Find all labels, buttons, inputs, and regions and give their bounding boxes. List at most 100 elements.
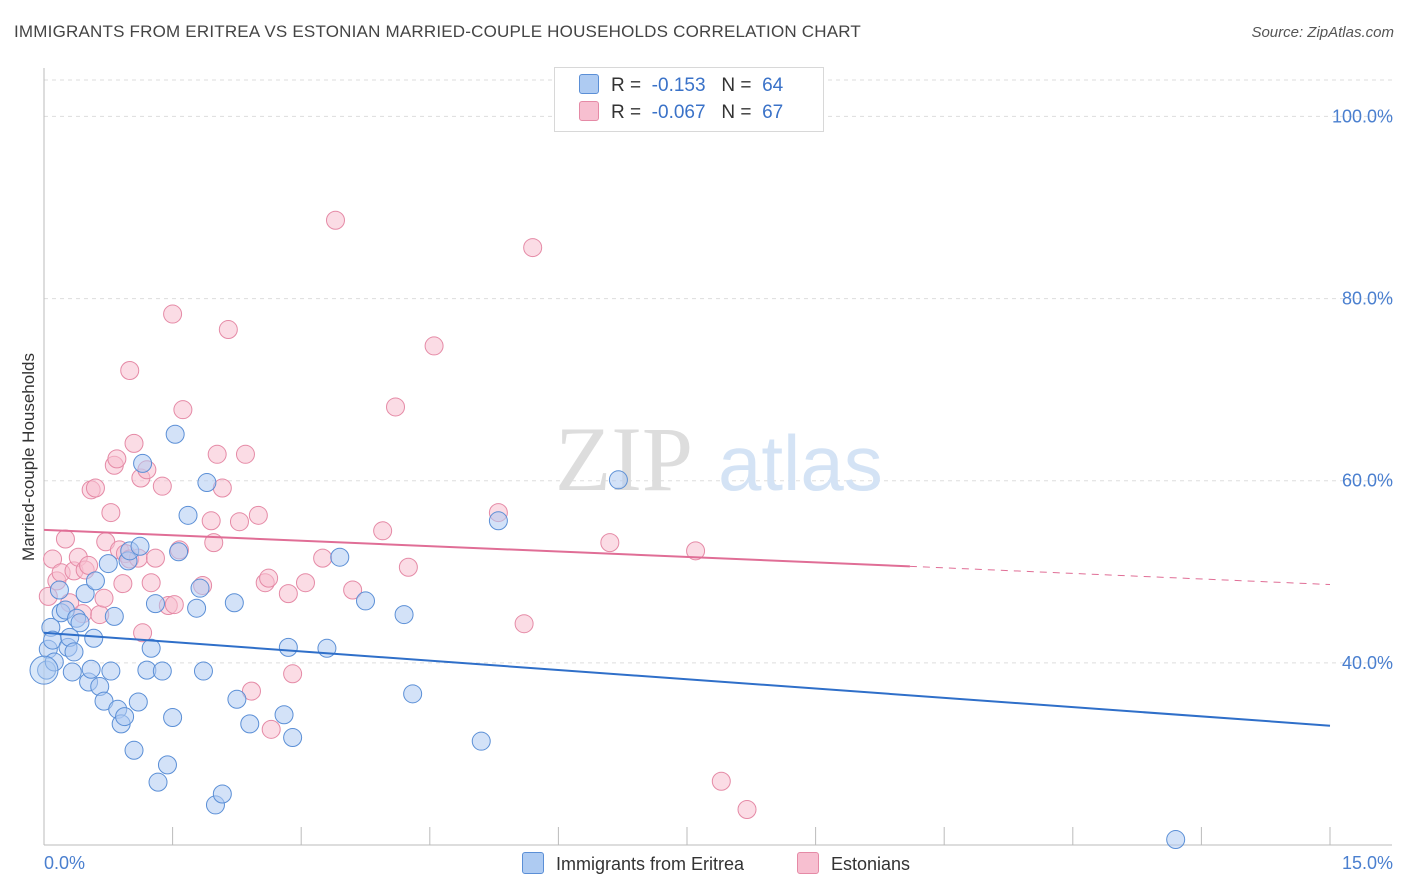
data-point-eritrea	[141, 638, 161, 658]
data-point-eritrea	[75, 584, 95, 604]
data-point-eritrea	[178, 505, 198, 525]
data-point-eritrea	[212, 784, 232, 804]
series-estonians-points	[38, 210, 757, 819]
y-tick-label: 40.0%	[1342, 653, 1393, 673]
data-point-eritrea	[471, 731, 491, 751]
data-point-eritrea	[608, 470, 628, 490]
data-point-estonians	[295, 573, 315, 593]
data-point-eritrea	[197, 473, 217, 493]
data-point-eritrea	[84, 628, 104, 648]
bottom-legend-eritrea: Immigrants from Eritrea	[522, 852, 744, 875]
data-point-estonians	[145, 548, 165, 568]
data-point-eritrea	[115, 707, 135, 727]
data-point-estonians	[261, 719, 281, 739]
data-point-estonians	[152, 476, 172, 496]
data-point-estonians	[120, 361, 140, 381]
bottom-legend-estonians: Estonians	[797, 852, 910, 875]
data-point-eritrea	[330, 547, 350, 567]
x-tick-label: 15.0%	[1342, 853, 1393, 873]
data-point-eritrea	[128, 692, 148, 712]
data-point-estonians	[141, 573, 161, 593]
data-point-estonians	[600, 533, 620, 553]
data-point-eritrea	[224, 593, 244, 613]
data-point-eritrea	[133, 453, 153, 473]
legend-r-value: -0.153	[651, 75, 706, 96]
data-point-estonians	[207, 444, 227, 464]
data-point-eritrea	[157, 755, 177, 775]
trend-line-eritrea	[43, 631, 1331, 727]
data-point-estonians	[218, 320, 238, 340]
legend-row-eritrea: R = -0.153 N = 64	[579, 74, 783, 98]
data-point-eritrea	[169, 542, 189, 562]
data-point-eritrea	[145, 594, 165, 614]
data-point-estonians	[55, 529, 75, 549]
data-point-estonians	[737, 799, 757, 819]
watermark-atlas: atlas	[718, 419, 883, 507]
data-point-estonians	[164, 595, 184, 615]
data-point-estonians	[229, 512, 249, 532]
legend-row-estonians: R = -0.067 N = 67	[579, 101, 783, 125]
data-point-estonians	[163, 304, 183, 324]
data-point-estonians	[424, 336, 444, 356]
data-point-estonians	[201, 511, 221, 531]
data-point-eritrea	[240, 714, 260, 734]
data-point-estonians	[173, 400, 193, 420]
data-point-eritrea	[190, 578, 210, 598]
y-tick-label: 100.0%	[1332, 106, 1393, 126]
bottom-legend-label: Immigrants from Eritrea	[556, 854, 745, 874]
data-point-eritrea	[101, 661, 121, 681]
data-point-estonians	[325, 210, 345, 230]
data-point-estonians	[241, 681, 261, 701]
legend-r-label: R =	[611, 102, 642, 123]
data-point-estonians	[133, 623, 153, 643]
legend-r-value: -0.067	[651, 102, 706, 123]
data-point-eritrea	[62, 662, 82, 682]
data-point-eritrea	[165, 424, 185, 444]
data-point-estonians	[248, 505, 268, 525]
data-point-eritrea	[187, 598, 207, 618]
data-point-eritrea	[49, 580, 69, 600]
data-point-estonians	[107, 449, 127, 469]
bottom-legend-swatch-pink	[797, 852, 819, 874]
trend-lines	[43, 528, 1331, 727]
data-point-eritrea	[1166, 830, 1186, 850]
legend-swatch-blue	[579, 74, 599, 94]
data-point-eritrea	[283, 728, 303, 748]
data-point-estonians	[278, 584, 298, 604]
data-point-estonians	[283, 664, 303, 684]
data-point-eritrea	[227, 689, 247, 709]
y-tick-label: 80.0%	[1342, 289, 1393, 309]
data-point-eritrea	[130, 536, 150, 556]
data-point-estonians	[235, 444, 255, 464]
data-point-estonians	[373, 521, 393, 541]
data-point-eritrea	[81, 659, 101, 679]
bottom-legend-label: Estonians	[831, 854, 911, 874]
x-tick-label: 0.0%	[44, 853, 85, 873]
data-point-eritrea	[193, 661, 213, 681]
data-point-eritrea	[98, 554, 118, 574]
data-point-estonians	[523, 238, 543, 258]
data-point-estonians	[113, 574, 133, 594]
data-point-estonians	[101, 503, 121, 523]
data-point-eritrea	[274, 705, 294, 725]
data-point-eritrea	[148, 772, 168, 792]
legend-swatch-pink	[579, 101, 599, 121]
data-point-estonians	[711, 771, 731, 791]
data-point-eritrea	[85, 571, 105, 591]
data-point-estonians	[343, 580, 363, 600]
grid-lines	[44, 79, 1392, 664]
data-point-estonians	[43, 549, 63, 569]
data-point-eritrea	[356, 591, 375, 611]
y-tick-label: 60.0%	[1342, 471, 1393, 491]
legend-n-value: 67	[762, 102, 784, 123]
legend-n-label: N =	[721, 102, 752, 123]
data-point-eritrea	[488, 511, 508, 531]
source-label: Source: ZipAtlas.com	[1251, 24, 1394, 41]
data-point-estonians	[313, 548, 333, 568]
data-point-estonians	[94, 588, 114, 608]
data-point-estonians	[85, 478, 105, 498]
data-point-eritrea	[104, 606, 124, 626]
chart-title: IMMIGRANTS FROM ERITREA VS ESTONIAN MARR…	[14, 22, 862, 41]
data-point-estonians	[386, 397, 406, 417]
